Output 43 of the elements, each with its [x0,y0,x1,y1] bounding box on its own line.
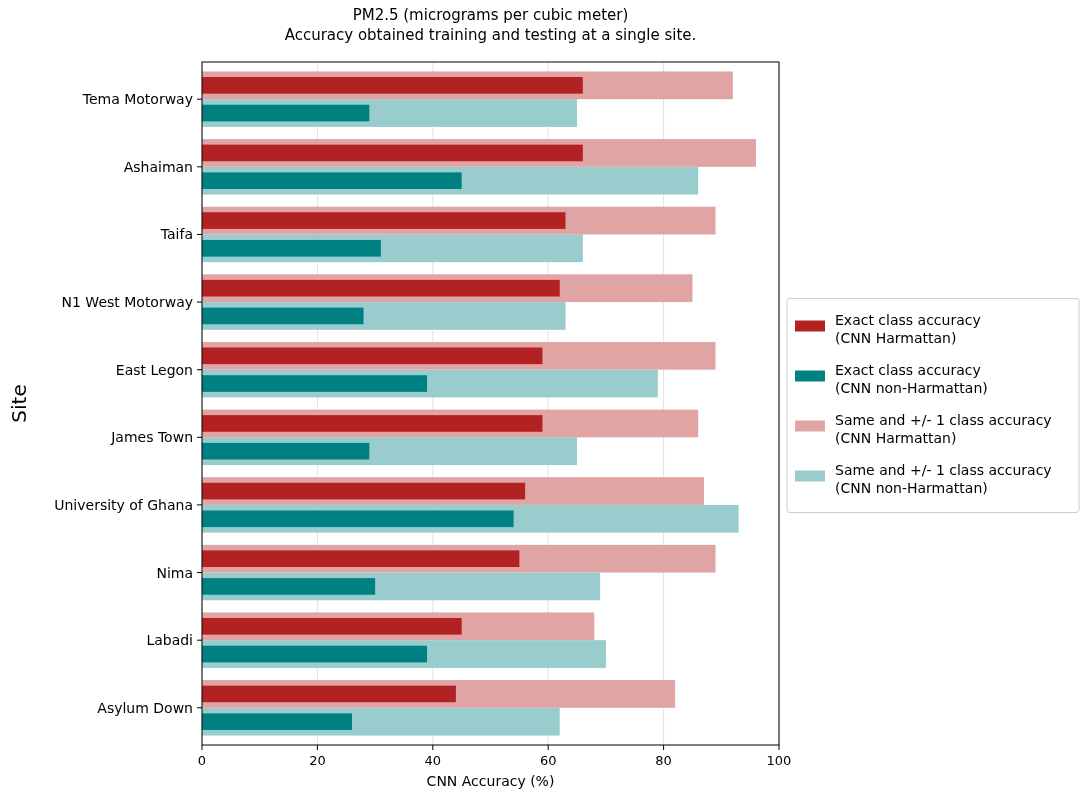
y-axis-title: Site [7,384,31,423]
bar [202,239,381,257]
bar [202,713,353,730]
x-tick-label: 100 [766,753,792,768]
y-tick-label: Ashaiman [123,158,193,175]
bar [202,645,428,663]
bar [202,510,514,528]
bar [202,618,462,635]
legend-label: Exact class accuracy (CNN non-Harmattan) [835,361,988,396]
bar [202,550,520,568]
bar [202,347,543,365]
bar [202,307,364,325]
bar [202,375,428,392]
y-tick-label: Taifa [159,226,193,243]
bar [202,172,462,189]
x-tick-label: 0 [197,753,207,768]
x-axis-title: CNN Accuracy (%) [426,773,555,789]
y-tick-label: East Legon [115,361,193,378]
y-tick-label: Labadi [146,632,193,649]
bar [202,212,566,229]
bar [202,77,583,94]
x-tick-label: 80 [655,753,672,768]
y-tick-label: Asylum Down [97,699,193,716]
chart-title: PM2.5 (micrograms per cubic meter) Accuracy obtained training and testing at a single site. [284,6,697,44]
y-tick-label: Nima [156,564,193,581]
legend-label: Exact class accuracy (CNN Harmattan) [835,311,981,346]
bar [202,144,583,162]
x-tick-label: 20 [309,753,326,768]
y-tick-label: University of Ghana [54,496,193,513]
bar [202,685,456,703]
bar [202,482,526,500]
bar [202,442,370,460]
bar [202,104,370,122]
y-tick-label: James Town [110,429,193,446]
y-tick-label: N1 West Motorway [61,294,193,311]
y-tick-label: Tema Motorway [81,91,193,108]
x-tick-label: 40 [424,753,442,768]
bar [202,578,376,595]
bar [202,415,543,432]
bar [202,279,560,297]
x-tick-label: 60 [539,753,557,768]
legend-label: Same and +/- 1 class accuracy (CNN Harmattan) [835,411,1052,446]
legend-label: Same and +/- 1 class accuracy (CNN non-Harmattan) [835,461,1052,496]
